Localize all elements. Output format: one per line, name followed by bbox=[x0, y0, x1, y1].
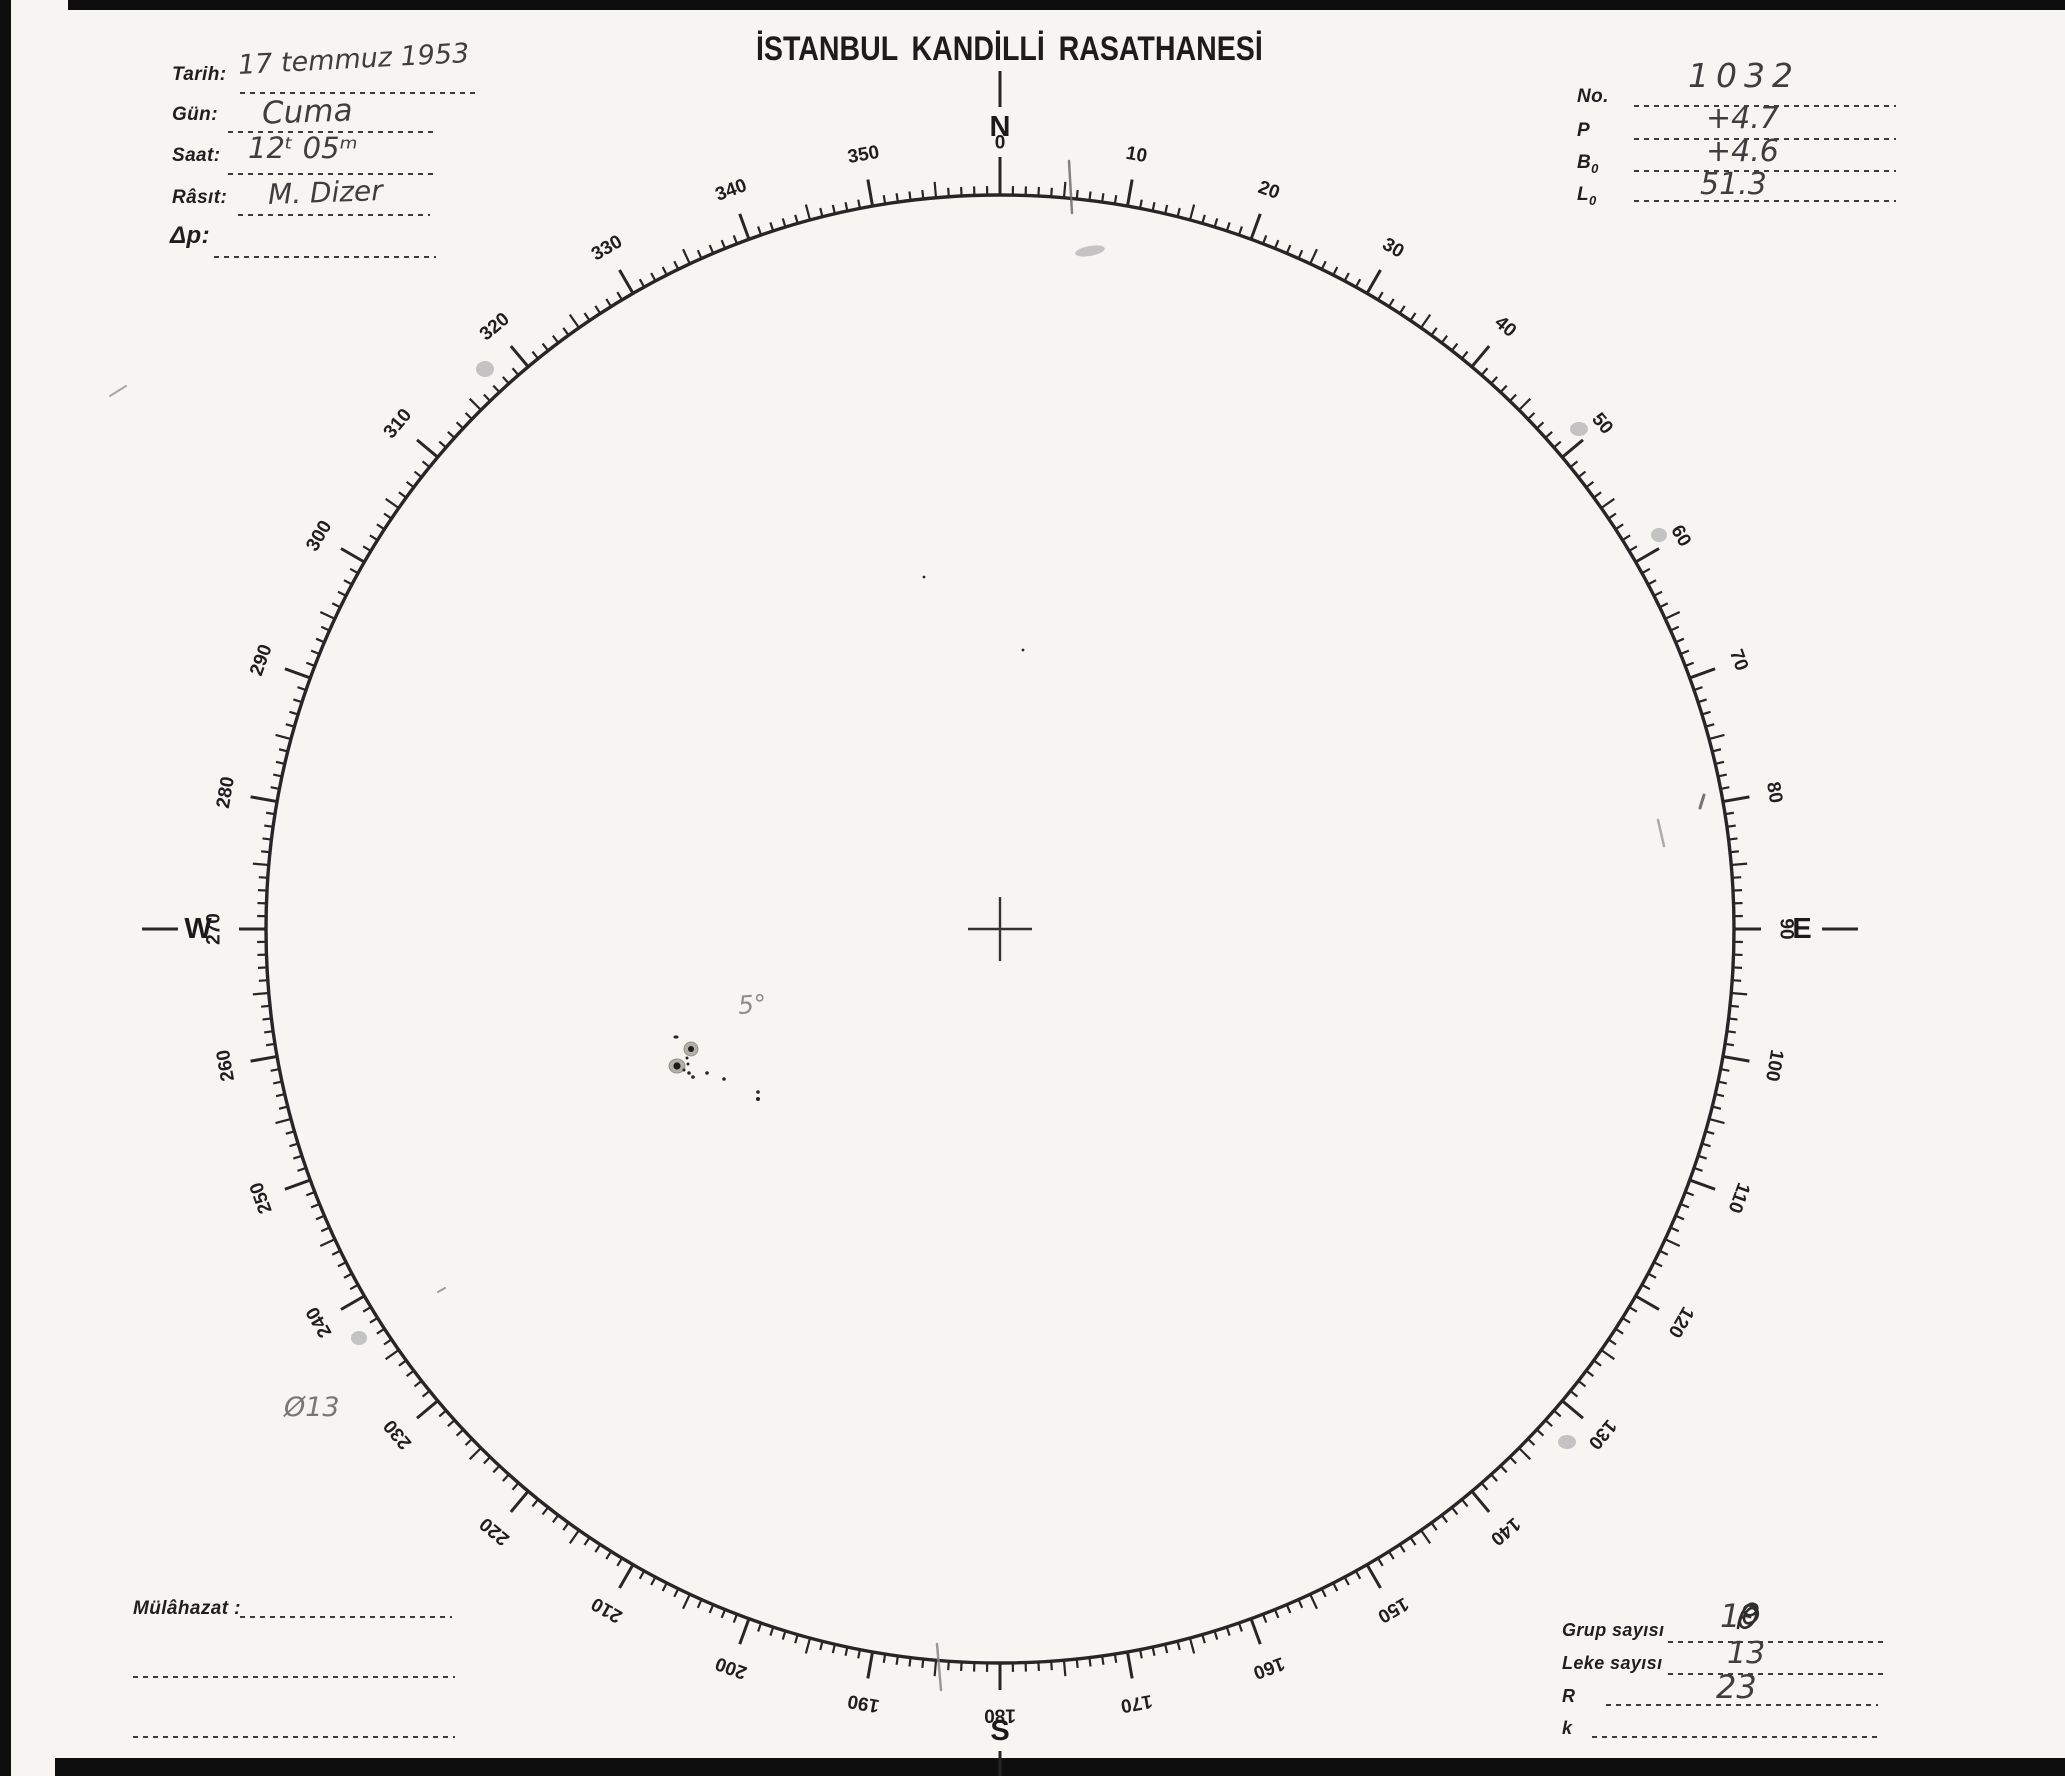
field-label-tarih: Tarih: bbox=[172, 64, 227, 85]
dial-ticks bbox=[239, 157, 1761, 1690]
svg-text:260: 260 bbox=[213, 1048, 239, 1083]
svg-text:350: 350 bbox=[846, 142, 881, 168]
scan-border-top bbox=[68, 0, 2065, 10]
svg-text:290: 290 bbox=[246, 642, 277, 679]
group-number-note: Ø13 bbox=[284, 1392, 340, 1423]
dotted-line bbox=[228, 131, 438, 133]
svg-text:280: 280 bbox=[213, 775, 239, 810]
svg-text:110: 110 bbox=[1723, 1180, 1753, 1216]
dashed-line bbox=[1606, 1704, 1878, 1706]
svg-text:30: 30 bbox=[1379, 234, 1408, 263]
value-b0: +4.6 bbox=[1706, 134, 1779, 169]
svg-text:0: 0 bbox=[995, 133, 1006, 154]
dashed-line bbox=[1668, 1641, 1883, 1643]
dotted-line bbox=[228, 173, 438, 175]
svg-text:70: 70 bbox=[1725, 647, 1752, 674]
field-label-l0: L0 bbox=[1577, 184, 1597, 208]
field-label-b0: B0 bbox=[1577, 152, 1599, 176]
dotted-line bbox=[214, 256, 436, 258]
svg-text:90: 90 bbox=[1776, 918, 1797, 939]
field-label-delta-p: Δp: bbox=[170, 222, 210, 249]
dotted-line bbox=[240, 92, 478, 94]
svg-text:220: 220 bbox=[476, 1513, 514, 1549]
svg-text:190: 190 bbox=[846, 1690, 881, 1716]
svg-text:140: 140 bbox=[1486, 1513, 1524, 1549]
field-label-mulahazat: Mülâhazat : bbox=[133, 1598, 241, 1619]
pencil-marks bbox=[109, 159, 1706, 1692]
field-label-rasit: Râsıt: bbox=[172, 187, 228, 208]
value-l0: 51.3 bbox=[1700, 167, 1767, 202]
dashed-line bbox=[1668, 1673, 1883, 1675]
svg-text:240: 240 bbox=[302, 1303, 336, 1341]
value-grup-sayisi: 1 bbox=[1720, 1597, 1741, 1635]
svg-text:180: 180 bbox=[984, 1705, 1016, 1726]
svg-text:200: 200 bbox=[713, 1652, 750, 1683]
scan-border-bottom bbox=[55, 1758, 2065, 1776]
svg-text:130: 130 bbox=[1584, 1415, 1620, 1453]
svg-text:230: 230 bbox=[380, 1415, 416, 1453]
value-r: 23 bbox=[1716, 1668, 1757, 1706]
dashed-line bbox=[1592, 1736, 1878, 1738]
svg-text:40: 40 bbox=[1490, 312, 1520, 342]
dotted-line bbox=[240, 1616, 452, 1618]
field-label-saat: Saat: bbox=[172, 145, 221, 166]
svg-text:120: 120 bbox=[1664, 1303, 1698, 1341]
svg-text:20: 20 bbox=[1255, 177, 1282, 204]
dial-cardinals: N E S W bbox=[142, 71, 1858, 1776]
dotted-line bbox=[238, 214, 430, 216]
field-label-r: R bbox=[1562, 1686, 1576, 1706]
svg-text:160: 160 bbox=[1250, 1652, 1287, 1683]
svg-text:50: 50 bbox=[1587, 409, 1617, 439]
svg-text:330: 330 bbox=[588, 231, 626, 265]
value-p: +4.7 bbox=[1706, 101, 1779, 136]
svg-text:60: 60 bbox=[1666, 522, 1695, 551]
scribble-mark bbox=[1736, 1602, 1760, 1630]
svg-text:340: 340 bbox=[713, 175, 750, 206]
dial-centre-cross bbox=[968, 897, 1032, 961]
svg-text:300: 300 bbox=[302, 517, 336, 555]
field-label-k: k bbox=[1562, 1718, 1573, 1738]
svg-text:E: E bbox=[1792, 913, 1811, 945]
svg-text:S: S bbox=[990, 1715, 1009, 1747]
value-no: 1032 bbox=[1688, 56, 1800, 95]
svg-text:270: 270 bbox=[204, 913, 225, 945]
field-label-gun: Gün: bbox=[172, 104, 218, 125]
svg-text:250: 250 bbox=[246, 1179, 277, 1216]
dotted-line bbox=[133, 1736, 455, 1738]
dashed-line bbox=[1634, 105, 1896, 107]
svg-text:310: 310 bbox=[380, 405, 416, 443]
dashed-line bbox=[1634, 170, 1896, 172]
dashed-line bbox=[1634, 138, 1896, 140]
dotted-line bbox=[133, 1676, 455, 1678]
svg-text:N: N bbox=[990, 111, 1011, 143]
svg-text:100: 100 bbox=[1761, 1048, 1787, 1083]
svg-text:W: W bbox=[184, 913, 212, 945]
svg-text:150: 150 bbox=[1374, 1593, 1412, 1627]
svg-text:210: 210 bbox=[588, 1593, 626, 1627]
svg-text:10: 10 bbox=[1124, 143, 1148, 167]
field-label-leke-sayisi: Leke sayısı bbox=[1562, 1653, 1663, 1673]
field-label-grup-sayisi: Grup sayısı bbox=[1562, 1620, 1665, 1640]
svg-text:170: 170 bbox=[1119, 1690, 1154, 1716]
value-leke-sayisi: 13 bbox=[1727, 1636, 1766, 1671]
field-label-p: P bbox=[1577, 120, 1591, 141]
svg-text:320: 320 bbox=[476, 309, 514, 345]
value-saat: 12ᵗ 05ᵐ bbox=[248, 131, 358, 165]
sunspot-group bbox=[668, 575, 1025, 1101]
scan-border-left bbox=[0, 0, 11, 1776]
field-label-no: No. bbox=[1577, 86, 1609, 107]
page-title: İSTANBUL KANDİLLİ RASATHANESİ bbox=[756, 30, 1263, 68]
svg-text:80: 80 bbox=[1762, 780, 1786, 804]
dashed-line bbox=[1634, 200, 1896, 202]
